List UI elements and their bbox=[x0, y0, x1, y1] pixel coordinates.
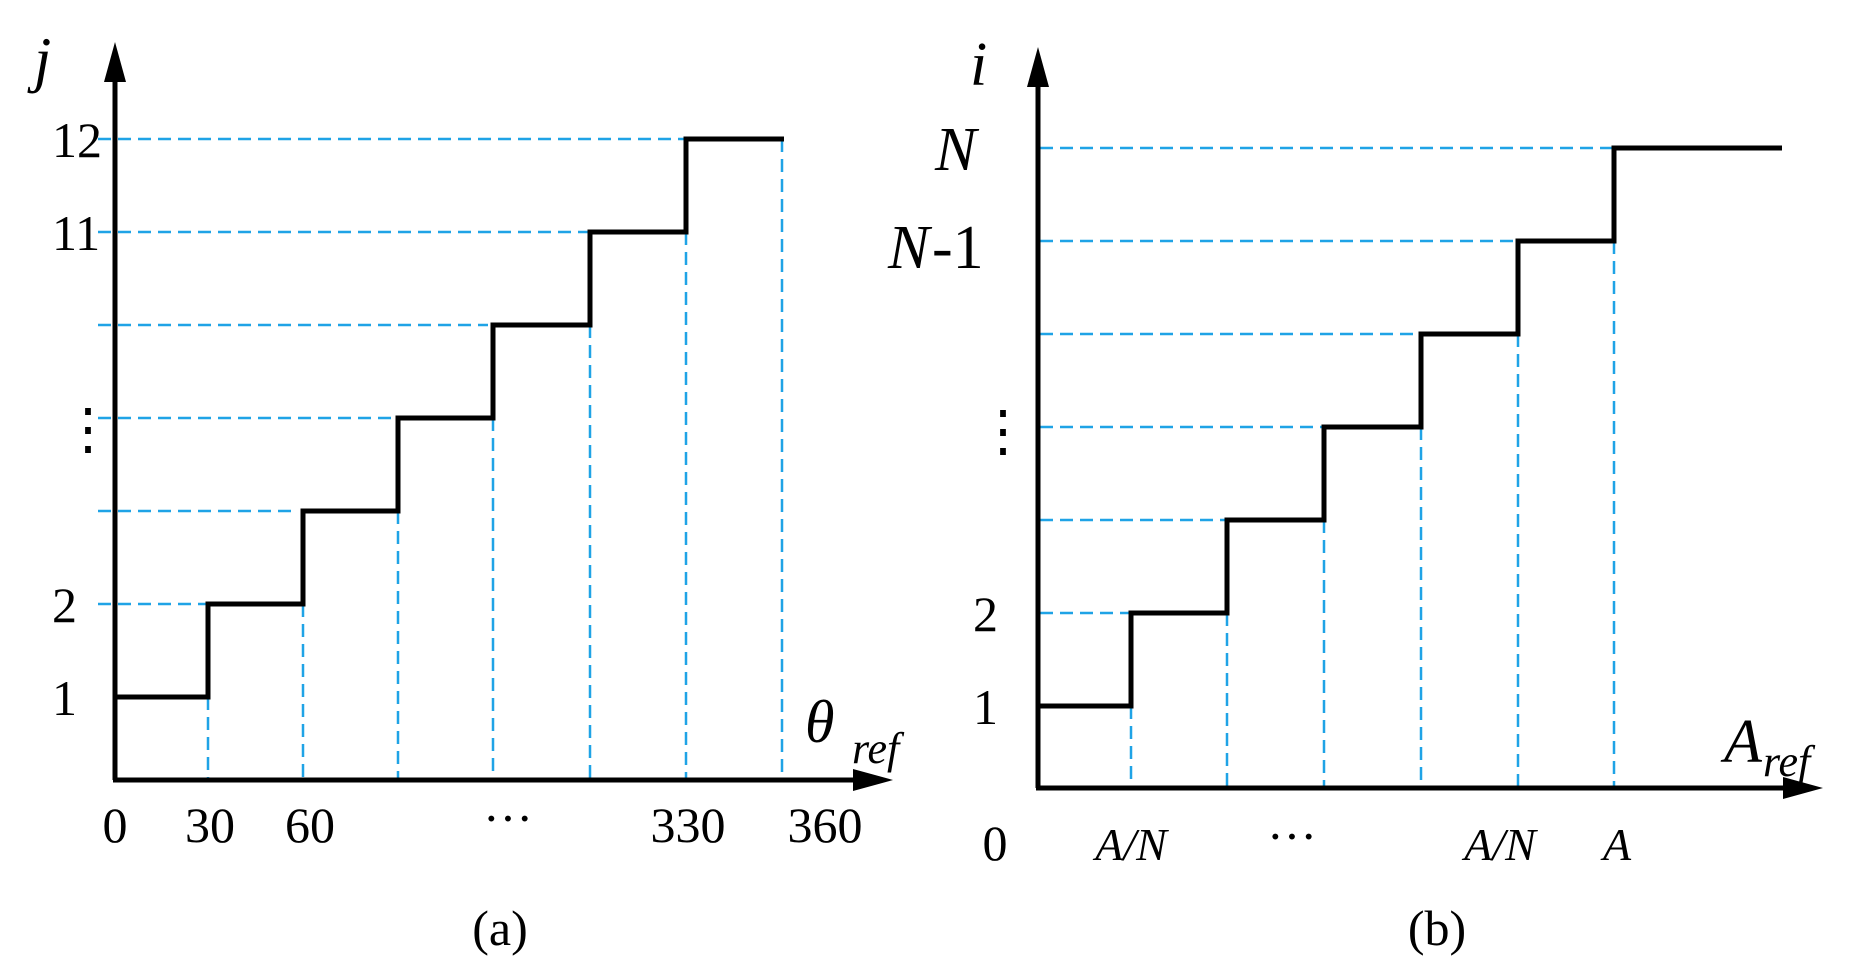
panel-b-x-tick-0: 0 bbox=[983, 815, 1008, 871]
panel-b-y-tick-N-1-suffix: -1 bbox=[932, 214, 984, 282]
panel-a-staircase bbox=[115, 136, 784, 700]
panel-a-y-tick-2: 2 bbox=[52, 577, 77, 633]
panel-b-x-tick-A-over-N-1: A/N bbox=[1092, 819, 1169, 870]
panel-b-y-tick-1: 1 bbox=[973, 679, 998, 735]
panel-b-x-tick-A: A bbox=[1600, 819, 1632, 870]
panel-b-vertical-guides bbox=[1129, 241, 1616, 788]
panel-b-x-axis-label-sub: ref bbox=[1763, 737, 1816, 786]
panel-b-x-tick-A-over-N-2: A/N bbox=[1461, 819, 1538, 870]
panel-b-caption: (b) bbox=[1408, 900, 1466, 956]
panel-b: i A ref N N -1 ⋮ 2 1 0 A/N ··· A/N A (b) bbox=[887, 31, 1823, 956]
panel-a-x-axis-label-sub: ref bbox=[852, 724, 905, 773]
panel-a-caption: (a) bbox=[472, 900, 528, 956]
panel-b-staircase bbox=[1038, 145, 1782, 709]
panel-b-x-arrow-icon bbox=[1783, 777, 1823, 799]
panel-a-x-tick-ellipsis: ··· bbox=[483, 790, 533, 846]
panel-a-x-tick-330: 330 bbox=[651, 797, 726, 853]
panel-a-x-tick-360: 360 bbox=[788, 797, 863, 853]
panel-b-y-tick-N-1-main: N bbox=[887, 214, 933, 282]
panel-a-x-tick-60: 60 bbox=[285, 797, 335, 853]
panel-b-y-tick-2: 2 bbox=[973, 586, 998, 642]
panel-a-y-tick-12: 12 bbox=[52, 112, 102, 168]
panel-a-x-arrow-icon bbox=[853, 769, 893, 791]
panel-b-y-tick-N: N bbox=[934, 116, 980, 184]
panel-a-y-arrow-icon bbox=[104, 42, 126, 82]
panel-a-x-tick-30: 30 bbox=[185, 797, 235, 853]
panel-a-y-tick-1: 1 bbox=[52, 670, 77, 726]
panel-b-x-axis-label: A bbox=[1720, 708, 1763, 776]
panel-b-y-tick-ellipsis: ⋮ bbox=[975, 401, 1031, 463]
panel-a-horizontal-guides bbox=[98, 137, 688, 606]
panel-a-y-tick-ellipsis: ⋮ bbox=[60, 399, 116, 461]
panel-a-x-axis-label: θ bbox=[805, 689, 834, 755]
panel-a-y-axis-label: j bbox=[27, 26, 51, 94]
panel-a-vertical-guides bbox=[206, 139, 784, 780]
panel-b-horizontal-guides bbox=[1040, 146, 1612, 615]
panel-b-y-arrow-icon bbox=[1027, 47, 1049, 87]
panel-a: j θ ref 12 11 ⋮ 2 1 0 30 60 ··· 330 360 … bbox=[27, 26, 905, 956]
panel-b-x-tick-ellipsis: ··· bbox=[1267, 808, 1317, 864]
panel-a-x-tick-0: 0 bbox=[103, 797, 128, 853]
panel-a-y-tick-11: 11 bbox=[52, 205, 100, 261]
panel-b-y-axis-label: i bbox=[970, 31, 987, 99]
